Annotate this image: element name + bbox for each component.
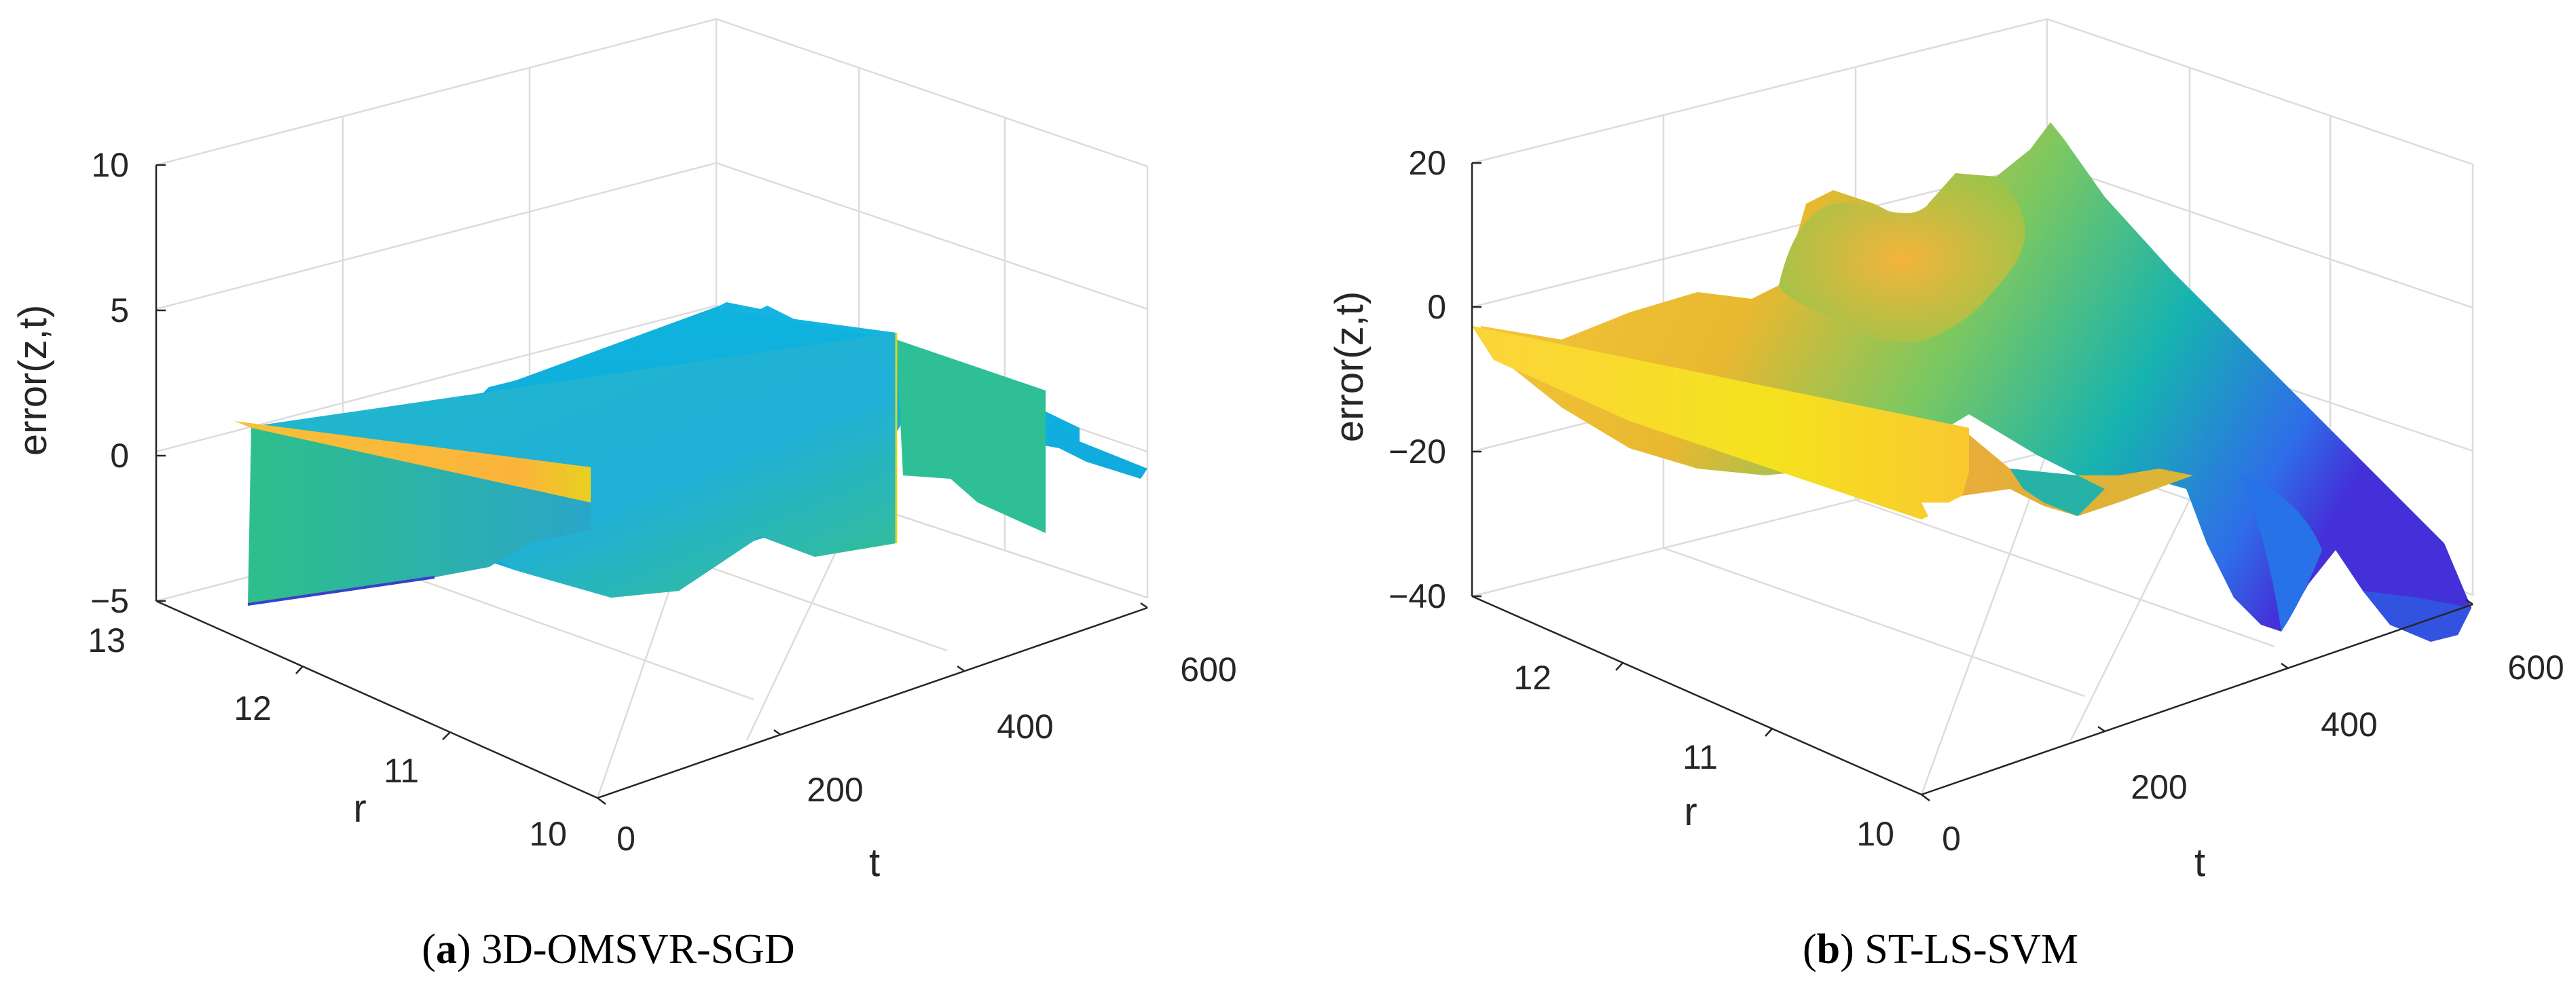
svg-text:(a) 3D-OMSVR-SGD: (a) 3D-OMSVR-SGD xyxy=(422,926,794,972)
b-tlabel: t xyxy=(2194,841,2205,885)
surface-b-valley xyxy=(2241,475,2322,632)
b-zlabel: error(z,t) xyxy=(1327,291,1372,442)
surface-a-ridge xyxy=(720,302,896,340)
panel-a-r-ticks: 13 12 11 10 xyxy=(88,621,567,853)
panel-b-t-ticks: 0 200 400 600 xyxy=(1942,649,2564,858)
panel-b: 20 0 −20 −40 12 11 10 0 200 400 600 erro… xyxy=(1327,18,2564,972)
a-t-tick: 600 xyxy=(1180,651,1236,689)
panel-a: 10 5 0 −5 13 12 11 10 0 200 400 600 erro… xyxy=(11,18,1237,972)
b-z-tick: 20 xyxy=(1408,144,1446,182)
surface-b-main xyxy=(1480,122,2471,642)
a-z-tick: −5 xyxy=(90,582,129,620)
a-t-tick: 400 xyxy=(997,708,1053,746)
b-r-tick: 10 xyxy=(1856,815,1894,853)
b-z-tick: −40 xyxy=(1388,577,1446,615)
b-t-tick: 400 xyxy=(2321,706,2377,744)
b-rlabel: r xyxy=(1684,790,1697,834)
a-zlabel: error(z,t) xyxy=(11,305,55,456)
b-z-tick: 0 xyxy=(1427,288,1446,326)
surface-b-bump xyxy=(1779,175,2025,343)
a-r-tick: 12 xyxy=(234,689,272,727)
a-r-tick: 10 xyxy=(529,815,567,853)
a-caption-text: 3D-OMSVR-SGD xyxy=(481,926,795,972)
surface-a-right-flap xyxy=(896,340,1046,533)
panel-a-surface xyxy=(234,302,1147,606)
b-r-tick: 12 xyxy=(1513,659,1551,697)
b-caption-letter: b xyxy=(1817,926,1840,972)
panel-b-r-ticks: 12 11 10 xyxy=(1513,659,1894,853)
surface-b-yellow-front xyxy=(1472,326,1969,520)
a-tlabel: t xyxy=(869,841,880,885)
b-r-tick: 11 xyxy=(1682,738,1718,776)
a-z-tick: 5 xyxy=(110,291,129,329)
a-rlabel: r xyxy=(353,786,366,831)
a-t-tick: 200 xyxy=(807,771,863,809)
surface-a-bottom-edge xyxy=(247,576,435,606)
surface-a-yellow-wedge xyxy=(234,421,591,503)
a-z-tick: 10 xyxy=(91,146,129,184)
panel-a-caption: (a) 3D-OMSVR-SGD xyxy=(422,926,794,972)
b-t-tick: 200 xyxy=(2131,768,2187,806)
a-t-tick: 0 xyxy=(617,820,636,858)
a-r-tick: 13 xyxy=(88,621,126,659)
a-z-tick: 0 xyxy=(110,437,129,475)
b-z-tick: −20 xyxy=(1388,433,1446,471)
svg-text:(b) ST-LS-SVM: (b) ST-LS-SVM xyxy=(1803,926,2078,972)
a-caption-letter: a xyxy=(436,926,457,972)
a-r-tick: 11 xyxy=(384,752,419,790)
b-t-tick: 0 xyxy=(1942,820,1961,858)
b-t-tick: 600 xyxy=(2507,649,2564,687)
surface-b-blue-tail xyxy=(2363,591,2471,642)
panel-a-t-ticks: 0 200 400 600 xyxy=(617,651,1237,858)
panel-b-axes xyxy=(1471,162,2473,801)
panel-a-axes xyxy=(155,164,1148,805)
panel-a-z-ticks: 10 5 0 −5 xyxy=(90,146,129,620)
panel-b-z-ticks: 20 0 −20 −40 xyxy=(1388,144,1446,615)
panel-b-surface xyxy=(1472,122,2471,642)
panel-b-caption: (b) ST-LS-SVM xyxy=(1803,926,2078,972)
b-caption-text: ST-LS-SVM xyxy=(1864,926,2078,972)
surface-b-teal-front xyxy=(2010,469,2105,516)
